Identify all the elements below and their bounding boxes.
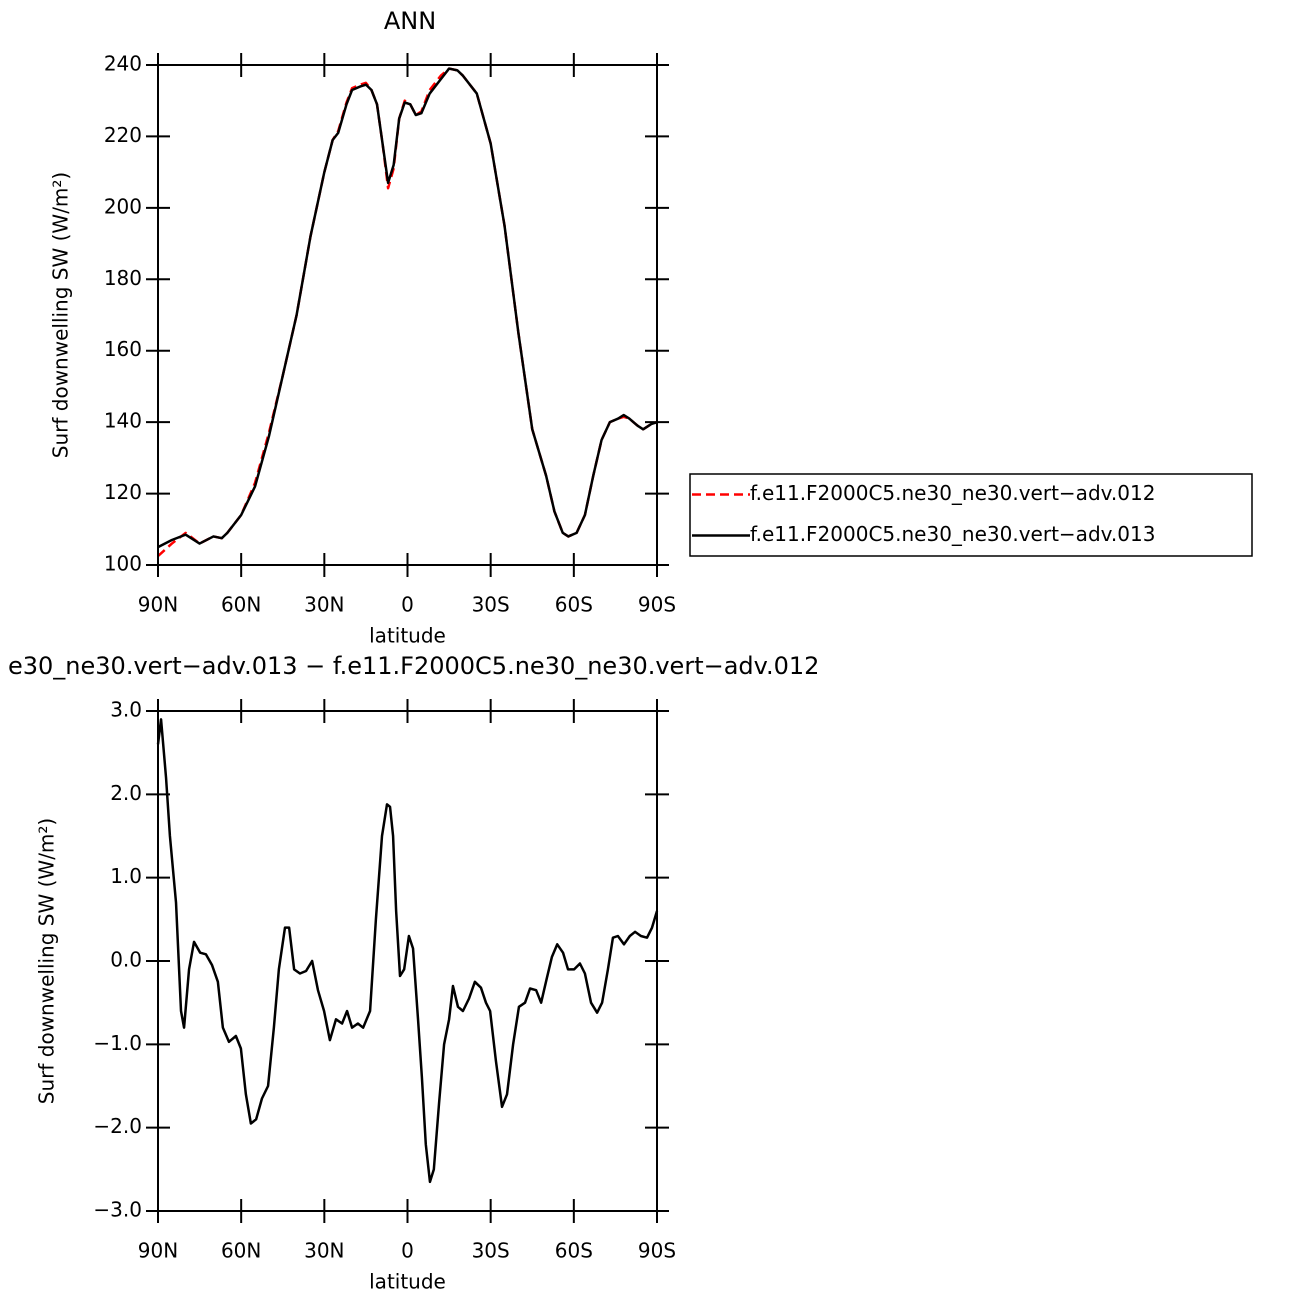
- x-tick-label: 0: [401, 593, 414, 617]
- x-tick-label: 30S: [472, 593, 510, 617]
- x-axis-label: latitude: [369, 624, 446, 648]
- y-tick-label: −1.0: [93, 1031, 142, 1055]
- data-line: [157, 67, 658, 549]
- y-tick-label: 180: [104, 266, 142, 290]
- y-tick-label: 120: [104, 480, 142, 504]
- y-tick-label: 0.0: [110, 948, 142, 972]
- x-tick-label: 90S: [638, 1239, 676, 1263]
- x-tick-label: 60N: [221, 1239, 261, 1263]
- data-line: [157, 67, 658, 557]
- x-tick-label: 30N: [304, 593, 344, 617]
- data-line: [156, 718, 659, 1184]
- y-tick-label: −2.0: [93, 1114, 142, 1138]
- legend-box: [689, 473, 1253, 557]
- y-tick-label: 220: [104, 123, 142, 147]
- x-tick-label: 0: [401, 1239, 414, 1263]
- y-tick-label: 1.0: [110, 864, 142, 888]
- legend-label: f.e11.F2000C5.ne30_ne30.vert−adv.013: [750, 522, 1155, 546]
- chart-title: ANN: [384, 7, 436, 35]
- x-tick-label: 90N: [138, 593, 178, 617]
- y-tick-label: 160: [104, 337, 142, 361]
- plot-frame: [157, 710, 658, 1212]
- y-tick-label: 100: [104, 552, 142, 576]
- y-axis-label: Surf downwelling SW (W/m²): [35, 818, 59, 1104]
- y-tick-label: 200: [104, 194, 142, 218]
- y-tick-label: 2.0: [110, 781, 142, 805]
- x-tick-label: 60S: [555, 593, 593, 617]
- x-tick-label: 60N: [221, 593, 261, 617]
- chart-title: e30_ne30.vert−adv.013 − f.e11.F2000C5.ne…: [8, 652, 819, 680]
- y-tick-label: 140: [104, 409, 142, 433]
- x-axis-label: latitude: [369, 1270, 446, 1294]
- y-tick-label: 3.0: [110, 698, 142, 722]
- y-tick-label: 240: [104, 52, 142, 76]
- x-tick-label: 30S: [472, 1239, 510, 1263]
- x-tick-label: 30N: [304, 1239, 344, 1263]
- x-tick-label: 90N: [138, 1239, 178, 1263]
- y-axis-label: Surf downwelling SW (W/m²): [49, 172, 73, 458]
- legend-label: f.e11.F2000C5.ne30_ne30.vert−adv.012: [750, 481, 1155, 505]
- x-tick-label: 60S: [555, 1239, 593, 1263]
- plot-frame: [157, 64, 658, 566]
- y-tick-label: −3.0: [93, 1198, 142, 1222]
- x-tick-label: 90S: [638, 593, 676, 617]
